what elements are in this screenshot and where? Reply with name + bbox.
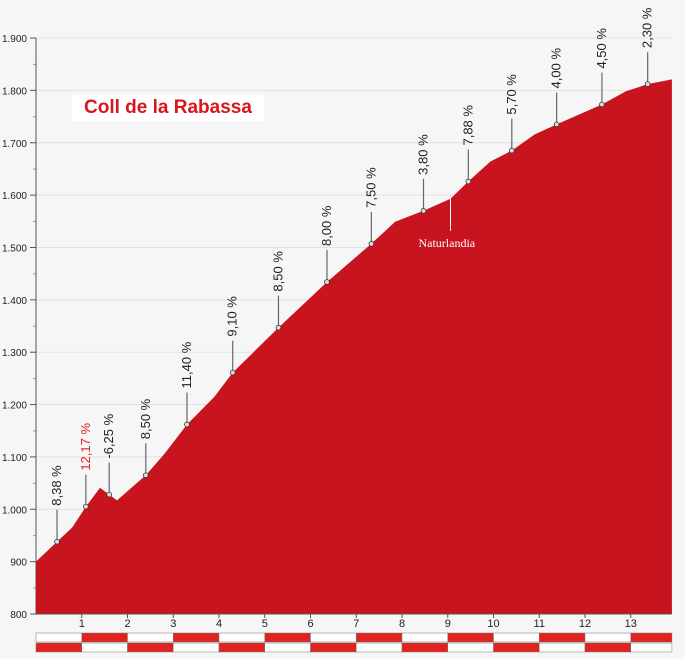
gradient-label: 3,80 % — [416, 134, 431, 175]
km-bar-bottom-segment — [401, 642, 448, 653]
gradient-label: 8,00 % — [319, 205, 334, 246]
km-bar-bottom-segment — [539, 642, 586, 653]
gradient-marker — [275, 324, 282, 331]
gradient-label: 4,50 % — [594, 28, 609, 69]
km-bar-top-segment — [584, 632, 631, 643]
km-bar-bottom-segment — [35, 642, 82, 653]
gradient-label: 11,40 % — [179, 341, 194, 388]
x-tick-label: 3 — [170, 618, 176, 630]
gradient-label: 4,00 % — [549, 48, 564, 89]
gradient-marker — [553, 121, 560, 128]
gradient-label: 5,70 % — [504, 74, 519, 115]
km-bar-top-segment — [35, 632, 82, 643]
km-bar-top-segment — [264, 632, 311, 643]
gradient-label: 8,50 % — [138, 398, 153, 439]
gradient-marker — [368, 241, 375, 247]
x-tick-label: 7 — [353, 618, 359, 630]
gradient-marker — [106, 491, 112, 498]
x-tick-label: 13 — [625, 618, 637, 630]
km-bar-bottom-segment — [173, 642, 220, 653]
gradient-label: 2,30 % — [640, 7, 655, 48]
km-bar-bottom-segment — [630, 642, 673, 653]
x-tick-label: 9 — [445, 618, 451, 630]
y-tick-label: 900 — [10, 558, 27, 569]
gradient-marker — [420, 208, 427, 214]
km-bar-bottom-segment — [356, 642, 403, 653]
km-bar-bottom-segment — [218, 642, 265, 653]
km-bar-bottom-segment — [127, 642, 174, 653]
km-bar-top-segment — [127, 632, 174, 643]
km-bar-top-segment — [173, 632, 220, 643]
km-bar-bottom-segment — [310, 642, 357, 653]
elevation-area — [36, 79, 672, 614]
gradient-marker — [465, 178, 472, 185]
gradient-label: -6,25 % — [101, 413, 116, 458]
x-tick-label: 11 — [534, 618, 545, 630]
x-tick-label: 2 — [124, 618, 130, 630]
y-tick-label: 1.000 — [2, 505, 27, 516]
gradient-label: 8,38 % — [49, 465, 64, 506]
x-tick-label: 6 — [307, 618, 313, 630]
km-bar-top-segment — [310, 632, 357, 643]
x-tick-label: 1 — [79, 618, 85, 630]
gradient-label: 7,50 % — [363, 167, 378, 208]
x-tick-label: 8 — [399, 618, 405, 630]
km-bar-bottom-segment — [81, 642, 128, 653]
x-tick-label: 5 — [262, 618, 268, 630]
y-tick-label: 1.300 — [2, 348, 27, 359]
y-tick-label: 1.500 — [2, 243, 27, 254]
x-tick-label: 12 — [579, 618, 591, 630]
gradient-marker — [229, 369, 236, 376]
gradient-marker — [508, 147, 515, 154]
km-bar-top-segment — [218, 632, 265, 643]
gradient-marker — [83, 503, 89, 510]
y-tick-label: 1.800 — [2, 86, 27, 97]
annotation-label: Naturlandia — [418, 236, 475, 250]
y-tick-label: 1.700 — [2, 139, 27, 150]
gradient-marker — [324, 279, 330, 285]
km-bar-top-segment — [447, 632, 494, 643]
km-bar-bottom-segment — [264, 642, 311, 653]
y-tick-label: 1.100 — [2, 453, 27, 464]
km-bar-bottom-segment — [584, 642, 631, 653]
gradient-label: 7,88 % — [460, 105, 475, 146]
km-bar-bottom-segment — [447, 642, 494, 653]
gradient-label: 12,17 % — [78, 423, 93, 471]
km-bar-top-segment — [356, 632, 403, 643]
km-bar-top-segment — [493, 632, 540, 643]
y-tick-label: 1.200 — [2, 401, 27, 412]
x-tick-label: 10 — [487, 618, 499, 630]
gradient-marker — [184, 421, 190, 428]
y-tick-label: 1.400 — [2, 296, 27, 307]
gradient-marker — [599, 101, 605, 108]
gradient-label: 8,50 % — [270, 251, 285, 292]
y-tick-label: 1.900 — [2, 34, 27, 45]
km-bar-bottom-segment — [493, 642, 540, 653]
y-tick-label: 800 — [10, 610, 27, 621]
x-tick-label: 4 — [216, 618, 222, 630]
gradient-marker — [54, 538, 60, 545]
chart-title: Coll de la Rabassa — [72, 95, 264, 121]
y-tick-label: 1.600 — [2, 191, 27, 202]
km-bar-top-segment — [630, 632, 673, 643]
km-bar-top-segment — [539, 632, 586, 643]
km-bar-top-segment — [81, 632, 128, 643]
gradient-marker — [143, 472, 149, 479]
gradient-marker — [644, 81, 651, 87]
gradient-label: 9,10 % — [225, 296, 240, 337]
km-bar-top-segment — [401, 632, 448, 643]
